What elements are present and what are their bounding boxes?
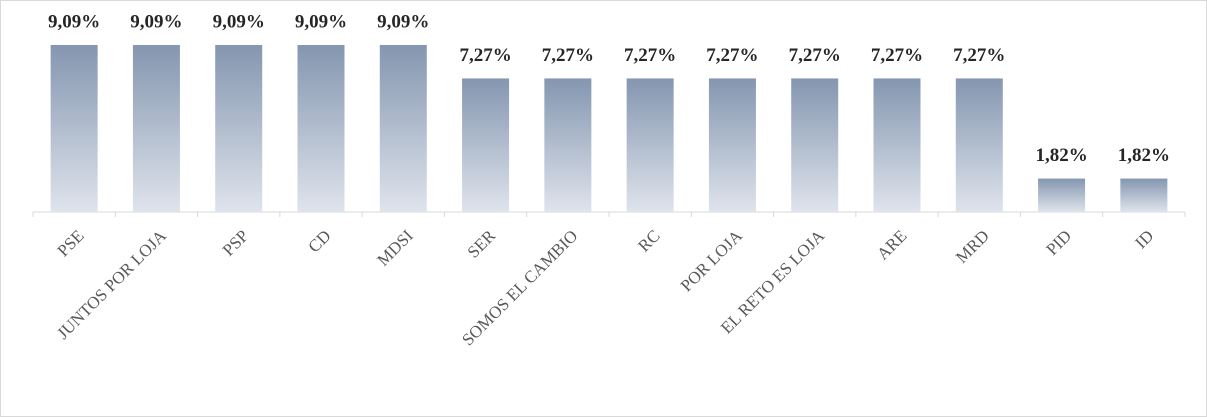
bar (708, 78, 756, 213)
data-label: 7,27% (706, 45, 758, 66)
bar (873, 78, 921, 213)
bar (626, 78, 674, 213)
bar (297, 45, 345, 212)
data-label: 9,09% (377, 11, 429, 32)
data-label: 7,27% (789, 45, 841, 66)
bar (379, 45, 427, 212)
data-label: 7,27% (459, 45, 511, 66)
data-label: 7,27% (953, 45, 1005, 66)
bar (462, 78, 510, 213)
data-label: 9,09% (295, 11, 347, 32)
bar (791, 78, 839, 213)
bar (544, 78, 592, 213)
bar (1038, 178, 1086, 212)
bar (955, 78, 1003, 213)
bar (1120, 178, 1168, 212)
data-label: 7,27% (871, 45, 923, 66)
bar (50, 45, 98, 212)
data-label: 9,09% (213, 11, 265, 32)
data-label: 1,82% (1035, 145, 1087, 166)
data-label: 9,09% (48, 11, 100, 32)
bar (215, 45, 263, 212)
data-label: 7,27% (624, 45, 676, 66)
bar (132, 45, 180, 212)
data-label: 7,27% (542, 45, 594, 66)
data-label: 1,82% (1118, 145, 1170, 166)
data-label: 9,09% (130, 11, 182, 32)
